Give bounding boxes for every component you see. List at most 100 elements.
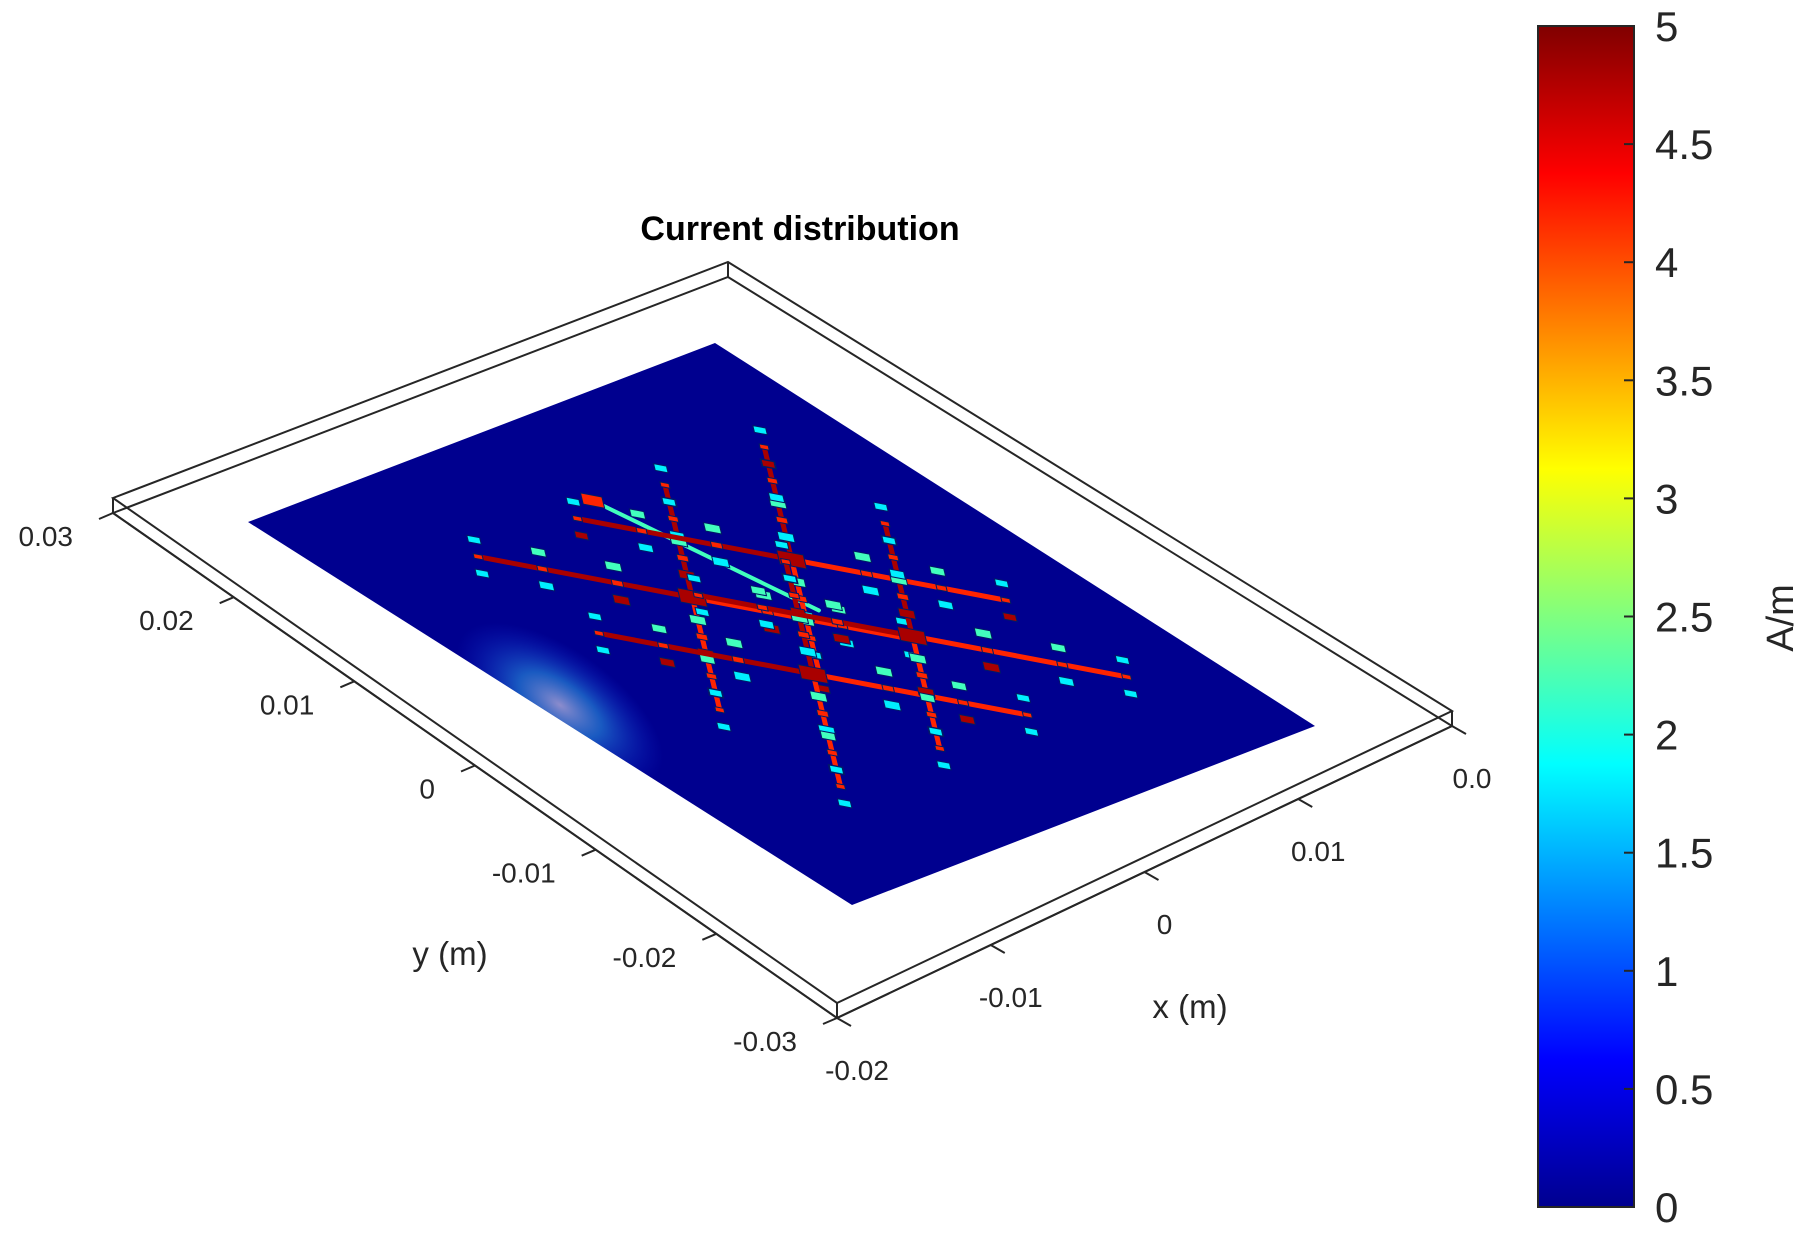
patch-element: [724, 636, 744, 650]
patch-element: [688, 613, 708, 627]
patch-node: [571, 514, 584, 523]
patch-element: [808, 690, 829, 703]
patch-element: [1114, 654, 1131, 666]
patch-element: [935, 760, 952, 771]
patch-node: [714, 706, 726, 714]
x-tick-label: -0.02: [825, 1055, 889, 1086]
patch-element: [781, 573, 798, 584]
patch-element: [749, 584, 768, 597]
patch-node: [1055, 660, 1069, 669]
y-tick-label: 0.03: [19, 521, 74, 552]
y-tick-mark: [98, 512, 114, 520]
patch-node: [610, 578, 625, 588]
patch-element: [852, 550, 873, 564]
patch-element: [936, 599, 955, 611]
y-tick-mark: [822, 1017, 838, 1025]
colorbar-label: A/m: [1760, 584, 1797, 652]
y-tick-label: 0.02: [139, 605, 194, 636]
patch-element: [595, 644, 611, 656]
patch-element: [707, 687, 724, 699]
patch-element: [702, 521, 723, 535]
patch-element: [711, 555, 731, 569]
patch-element: [474, 568, 491, 579]
patch-element: [466, 534, 482, 546]
patch-element: [661, 496, 677, 508]
patch-node: [780, 557, 792, 566]
patch-element: [860, 584, 881, 597]
y-axis-label: y (m): [412, 935, 487, 972]
substrate-plate: [248, 343, 1315, 905]
patch-element: [537, 579, 556, 592]
colorbar-tick-label: 0.5: [1655, 1066, 1713, 1113]
patch-element: [760, 458, 777, 470]
x-tick-mark: [990, 944, 1006, 954]
patch-element: [715, 721, 732, 732]
patch-node: [472, 552, 484, 561]
patch-element: [882, 698, 902, 712]
patch-element: [928, 565, 947, 577]
patch-element: [908, 652, 928, 665]
x-tick-mark: [1144, 871, 1159, 881]
patch-node: [886, 553, 900, 562]
patch-element: [732, 670, 753, 684]
patch-node: [925, 710, 938, 719]
colorbar-tick-label: 3.5: [1655, 357, 1713, 404]
patch-node: [825, 748, 839, 758]
patch-element: [819, 730, 838, 742]
x-tick-label: -0.01: [979, 982, 1043, 1013]
patch-node: [834, 782, 847, 791]
patch-element: [1049, 641, 1068, 654]
patch-element: [1023, 726, 1040, 737]
colorbar-tick-label: 2.5: [1655, 594, 1713, 641]
y-axis-ticks: -0.03 -0.02 -0.01 0 0.01 0.02 0.03: [19, 512, 838, 1057]
patch-element: [981, 660, 1002, 674]
y-tick-mark: [701, 932, 717, 941]
patch-center: [797, 663, 829, 685]
patch-element: [973, 627, 993, 640]
patch-node: [787, 591, 801, 600]
patch-node: [830, 617, 845, 627]
patch-element: [958, 713, 977, 726]
patch-element: [686, 573, 703, 584]
patch-arm: [574, 516, 795, 562]
x-axis-label: x (m): [1152, 988, 1227, 1025]
patch-node: [666, 514, 680, 524]
colorbar-tick-label: 4: [1655, 239, 1678, 286]
patch-element: [773, 539, 790, 551]
patch-element: [874, 665, 894, 678]
patch-element: [767, 491, 786, 504]
patch-layer: [466, 424, 1139, 809]
patch-node: [766, 476, 779, 486]
x-tick-label: 0.01: [1291, 836, 1346, 867]
patch-node: [815, 708, 830, 719]
patch-element: [823, 598, 844, 612]
patch-arm: [909, 633, 1130, 680]
patch-element: [918, 692, 937, 704]
chart-title: Current distribution: [640, 210, 959, 248]
patch-element: [529, 546, 548, 558]
patch-element: [652, 462, 669, 474]
x-axis-ticks: -0.02 -0.01 0 0.01 0.0: [825, 725, 1492, 1086]
patch-node: [675, 553, 690, 563]
patch-element: [1122, 688, 1139, 699]
patch-element: [993, 578, 1010, 589]
patch-node: [756, 603, 769, 612]
patch-element: [752, 424, 769, 436]
patch-node: [705, 671, 718, 681]
patch-element: [757, 618, 776, 631]
patch-node: [758, 443, 770, 451]
patch-node: [859, 569, 874, 579]
patch-element: [797, 645, 818, 658]
patch-node: [659, 481, 671, 489]
x-tick-label: 0.0: [1453, 763, 1492, 794]
patch-element: [1001, 611, 1018, 623]
patch-node: [796, 630, 811, 640]
colorbar-tick-label: 0: [1655, 1184, 1678, 1231]
patch-node: [1120, 672, 1133, 681]
patch-element: [586, 611, 603, 622]
patch-node: [536, 564, 549, 574]
x-tick-mark: [836, 1017, 852, 1027]
patch-element: [565, 496, 582, 508]
patch-node: [935, 583, 948, 593]
colorbar-tick-label: 2: [1655, 712, 1678, 759]
